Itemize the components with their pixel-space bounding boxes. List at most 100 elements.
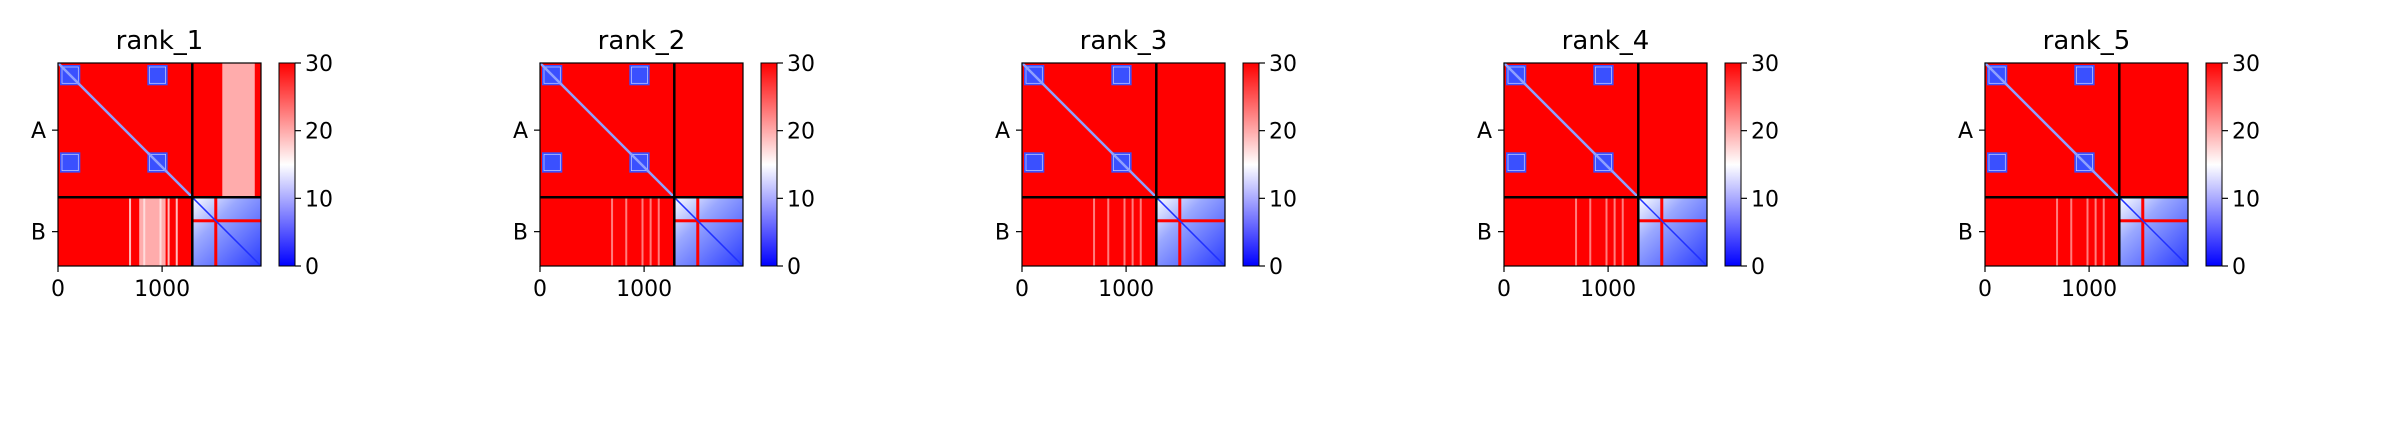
y-tick-label: B [1477, 221, 1492, 246]
heatmap-bb-band [1156, 219, 1225, 223]
heatmap-streak [641, 197, 644, 266]
heatmap-streak [2094, 197, 2097, 266]
heatmap-domain-outline [1594, 153, 1612, 171]
x-tick-label: 0 [51, 277, 65, 302]
heatmap-streak [2086, 197, 2089, 266]
axes-frame [1503, 62, 1708, 267]
chart-title: rank_2 [598, 26, 686, 56]
heatmap-domain-outline [1112, 153, 1130, 171]
colorbar-tick-label: 10 [1269, 187, 1297, 212]
axes-frame [57, 62, 262, 267]
colorbar [1242, 62, 1260, 267]
heatmap-diagonal [191, 196, 262, 267]
colorbar [2205, 62, 2223, 267]
heatmap-diagonal [1503, 62, 1640, 199]
colorbar-tick-label: 30 [1751, 52, 1779, 77]
chart-title: rank_3 [1080, 26, 1168, 56]
heatmap-bb-band [2119, 219, 2188, 223]
heatmap-streak [2102, 197, 2105, 266]
x-tick-label: 1000 [2061, 277, 2117, 302]
heatmap-domain-outline [630, 153, 648, 171]
heatmap-domain-outline [2075, 66, 2093, 84]
panel-rank_2: rank_2 0 1000 A B 0 10 20 30 [495, 0, 975, 438]
heatmap-streak [625, 197, 628, 266]
colorbar-tick-label: 20 [2232, 120, 2260, 145]
axes-frame [1984, 62, 2189, 267]
heatmap-svg: rank_2 0 1000 A B 0 10 20 30 [513, 26, 815, 302]
colorbar-tick-label: 20 [787, 120, 815, 145]
heatmap-light-band [139, 197, 166, 266]
heatmap-bb-band [674, 219, 743, 223]
heatmap-bb-band [192, 219, 261, 223]
heatmap-domain-block [1506, 152, 1527, 173]
heatmap-streak [2056, 197, 2059, 266]
chart-title: rank_5 [2043, 26, 2131, 56]
heatmap-diagonal [1021, 62, 1158, 199]
heatmap-streak [175, 197, 178, 266]
heatmap-streak [1613, 197, 1616, 266]
heatmap-domain-outline [630, 66, 648, 84]
heatmap-domain-block [60, 152, 81, 173]
colorbar-tick-label: 30 [2232, 52, 2260, 77]
heatmap-domain-block [2074, 65, 2095, 86]
panel-rank_1: rank_1 0 1000 A B 0 10 20 30 [13, 0, 493, 438]
colorbar-tick-label: 10 [787, 187, 815, 212]
colorbar-tick-label: 20 [305, 120, 333, 145]
colorbar-tick-label: 30 [305, 52, 333, 77]
heatmap-streak [1131, 197, 1134, 266]
heatmap-domain-outline [1988, 153, 2006, 171]
heatmap-streak [1107, 197, 1110, 266]
colorbar-tick-label: 30 [787, 52, 815, 77]
colorbar-tick-label: 10 [2232, 187, 2260, 212]
colorbar-tick-label: 0 [2232, 255, 2246, 280]
x-tick-label: 1000 [134, 277, 190, 302]
x-tick-label: 0 [1978, 277, 1992, 302]
x-tick-label: 1000 [1580, 277, 1636, 302]
heatmap-streak [2070, 197, 2073, 266]
y-tick-label: A [1958, 119, 1973, 144]
chart-title: rank_1 [116, 26, 204, 56]
y-tick-label: A [1477, 119, 1492, 144]
heatmap-domain-outline [1112, 66, 1130, 84]
heatmap-domain-outline [148, 153, 166, 171]
heatmap-domain-outline [543, 153, 561, 171]
heatmap-streak [1589, 197, 1592, 266]
heatmap-domain-outline [2075, 153, 2093, 171]
y-tick-label: A [995, 119, 1010, 144]
heatmap-svg: rank_3 0 1000 A B 0 10 20 30 [995, 26, 1297, 302]
heatmap-svg: rank_4 0 1000 A B 0 10 20 30 [1477, 26, 1779, 302]
heatmap-domain-outline [1025, 66, 1043, 84]
heatmap-bb-band [1638, 219, 1707, 223]
heatmap-streak [167, 197, 170, 266]
heatmap-domain-outline [61, 153, 79, 171]
heatmap-domain-outline [1507, 153, 1525, 171]
axes-frame [1021, 62, 1226, 267]
heatmap-domain-block [1593, 65, 1614, 86]
chart-title: rank_4 [1562, 26, 1650, 56]
heatmap-light-band [222, 63, 255, 198]
heatmap-diagonal [1155, 196, 1226, 267]
heatmap-bb-band [1178, 197, 1182, 266]
heatmap-domain-outline [61, 66, 79, 84]
heatmap-domain-outline [1594, 66, 1612, 84]
colorbar-tick-label: 10 [305, 187, 333, 212]
heatmap-domain-block [1987, 152, 2008, 173]
y-tick-label: B [1958, 221, 1973, 246]
heatmap-streak [1123, 197, 1126, 266]
colorbar [1724, 62, 1742, 267]
heatmap-bb-band [696, 197, 700, 266]
y-tick-label: B [995, 221, 1010, 246]
heatmap-streak [657, 197, 660, 266]
heatmap-domain-block [629, 65, 650, 86]
heatmap-diagonal [539, 62, 676, 199]
heatmap-diagonal [673, 196, 744, 267]
x-tick-label: 1000 [1098, 277, 1154, 302]
colorbar-tick-label: 0 [787, 255, 801, 280]
panel-rank_5: rank_5 0 1000 A B 0 10 20 30 [1940, 0, 2401, 438]
colorbar-tick-label: 0 [305, 255, 319, 280]
heatmap-domain-outline [1025, 153, 1043, 171]
heatmap-domain-outline [1507, 66, 1525, 84]
heatmap-streak [1139, 197, 1142, 266]
colorbar-tick-label: 20 [1269, 120, 1297, 145]
